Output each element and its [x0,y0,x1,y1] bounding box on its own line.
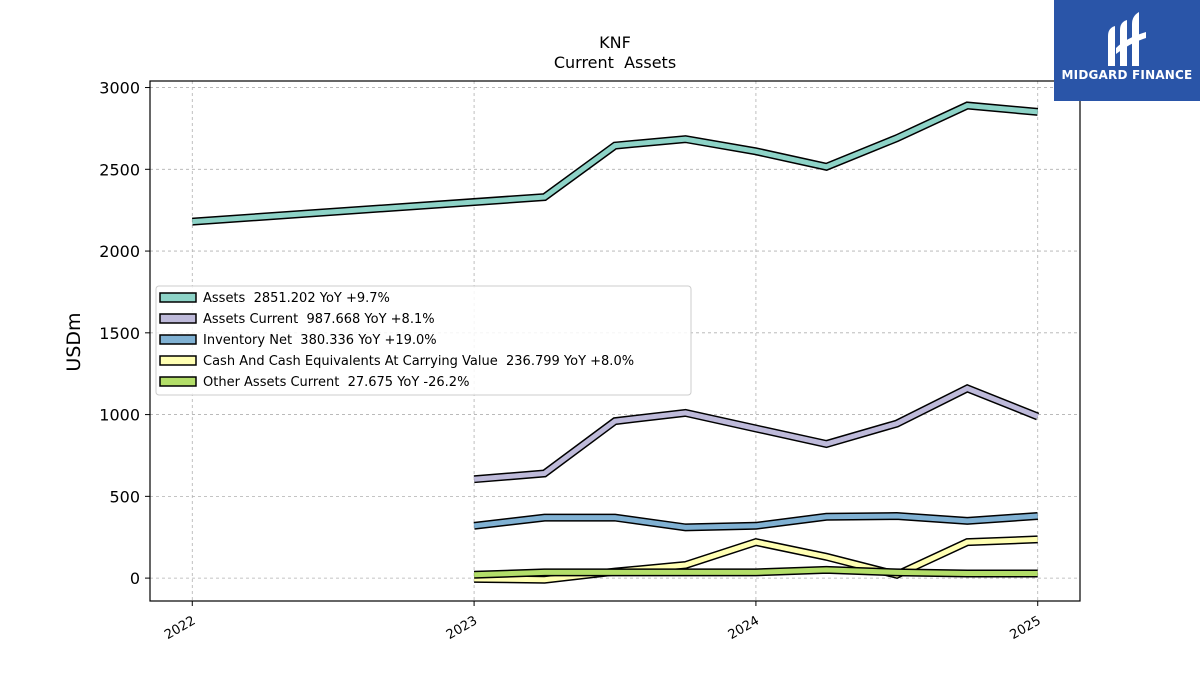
series-line [192,102,1038,225]
brand-logo: MIDGARD FINANCE [1054,0,1200,101]
legend-label: Inventory Net 380.336 YoY +19.0% [203,333,437,348]
legend-label: Assets Current 987.668 YoY +8.1% [203,312,435,327]
legend: Assets 2851.202 YoY +9.7% Assets Current … [155,285,692,396]
y-tick-label: 2000 [99,242,140,261]
x-tick-label: 2023 [444,613,480,643]
legend-label: Cash And Cash Equivalents At Carrying Va… [203,354,634,369]
y-tick-label: 500 [109,487,140,506]
y-tick-label: 1500 [99,324,140,343]
series-line [474,567,1038,578]
legend-swatch [159,355,197,366]
series-1 [473,384,1040,484]
legend-swatch [159,376,197,387]
series-line [474,536,1038,583]
y-tick-label: 3000 [99,79,140,98]
y-tick-label: 2500 [99,160,140,179]
series-line-outline [192,101,1039,226]
series-line [473,513,1038,530]
y-tick-label: 0 [130,569,140,588]
x-tick-label: 2025 [1008,613,1044,643]
legend-label: Assets 2851.202 YoY +9.7% [203,291,390,306]
legend-box [155,285,692,396]
legend-swatch [159,334,197,345]
y-axis-label: USDm [63,312,85,371]
plot-frame [149,80,1081,602]
brand-name: MIDGARD FINANCE [1061,68,1193,82]
legend-label: Other Assets Current 27.675 YoY -26.2% [203,375,469,390]
chart-title: KNF [599,33,631,52]
series-0 [192,101,1039,226]
x-tick-label: 2022 [162,613,198,643]
series-4 [473,565,1038,579]
chart-subtitle: Current Assets [554,53,676,72]
series-line [473,385,1039,482]
legend-swatch [159,292,197,303]
y-tick-label: 1000 [99,406,140,425]
series-2 [473,511,1038,532]
series-lines [192,101,1040,584]
brand-mark-icon [1108,12,1146,66]
legend-swatch [159,313,197,324]
series-3 [474,535,1038,584]
x-tick-label: 2024 [726,613,762,643]
